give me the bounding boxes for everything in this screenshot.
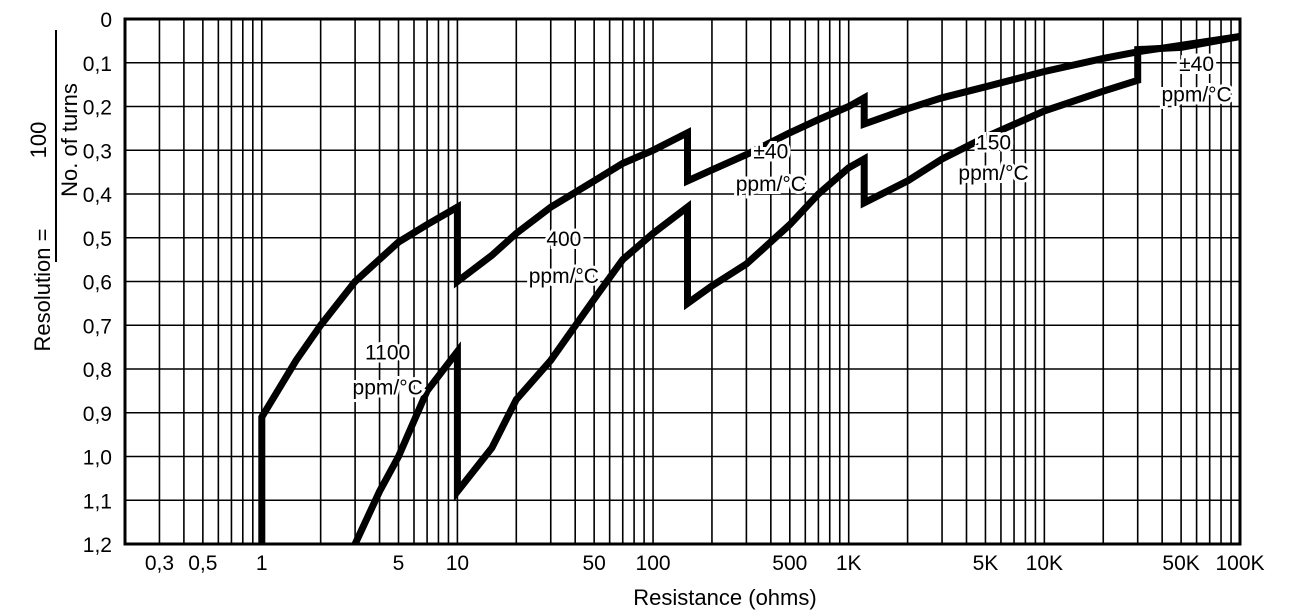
- y-tick-label: 0,9: [83, 403, 112, 426]
- annotation-label: ppm/°C: [736, 173, 806, 196]
- y-tick-label: 1,1: [83, 490, 112, 513]
- x-tick-label: 100: [636, 552, 671, 575]
- x-axis-title: Resistance (ohms): [633, 585, 816, 610]
- annotation-label: 1100: [365, 342, 410, 365]
- x-tick-label: 10K: [1026, 552, 1063, 575]
- y-tick-label: 1,2: [83, 534, 112, 557]
- y-tick-label: 0,2: [83, 97, 112, 120]
- series-line-2: [351, 33, 1241, 546]
- x-tick-label: 10: [446, 552, 469, 575]
- x-tick-label: 100K: [1215, 552, 1264, 575]
- y-axis-title-denominator: No. of turns: [57, 83, 82, 197]
- x-tick-label: 1K: [836, 552, 862, 575]
- y-tick-label: 0,8: [83, 359, 112, 382]
- annotation-label: ppm/°C: [529, 265, 599, 288]
- x-tick-label: 5: [393, 552, 405, 575]
- x-tick-label: 50K: [1162, 552, 1199, 575]
- plot-border: [123, 17, 1242, 546]
- y-tick-label: 0,5: [83, 228, 112, 251]
- chart-series: [258, 33, 1241, 546]
- y-axis-title: Resolution =: [30, 229, 55, 352]
- x-tick-label: 0,3: [145, 552, 174, 575]
- y-tick-label: 0,7: [83, 315, 112, 338]
- x-tick-label: 0,5: [188, 552, 217, 575]
- y-tick-label: 1,0: [83, 447, 112, 470]
- y-tick-labels: 0 0,1 0,2 0,3 0,4 0,5 0,6 0,7 0,8 0,9 1,0 1,1 1,2: [83, 9, 113, 557]
- annotation-1: 1100 ppm/°C: [350, 339, 426, 403]
- x-tick-label: 500: [772, 552, 807, 575]
- annotation-label: ppm/°C: [958, 162, 1028, 185]
- annotation-label: ppm/°C: [1161, 83, 1231, 106]
- plot-frame: [123, 17, 1242, 546]
- annotation-4: 150 ppm/°C: [955, 129, 1031, 189]
- y-tick-label: 0,1: [83, 53, 112, 76]
- y-axis-title-numerator: 100: [26, 122, 51, 159]
- series-line-1: [258, 33, 1241, 544]
- annotation-5: ±40 ppm/°C: [1158, 50, 1234, 110]
- y-tick-label: 0,3: [83, 140, 112, 163]
- annotation-3: ±40 ppm/°C: [733, 137, 809, 199]
- y-tick-label: 0,6: [83, 272, 112, 295]
- x-tick-label: 1: [256, 552, 268, 575]
- annotation-label: ±40: [1179, 53, 1214, 76]
- annotation-label: 400: [546, 228, 581, 251]
- annotation-label: ±40: [753, 140, 788, 163]
- annotation-label: 150: [976, 132, 1011, 155]
- x-tick-labels: 0,3 0,5 1 5 10 50 100 500 1K 5K 10K 50K 100K: [145, 552, 1265, 575]
- annotation-2: 400 ppm/°C: [526, 225, 602, 291]
- annotation-label: ppm/°C: [353, 377, 423, 400]
- chart-annotations: 1100ppm/°C400ppm/°C±40ppm/°C150ppm/°C±40…: [350, 50, 1235, 403]
- chart-grid: [124, 18, 1241, 545]
- y-tick-label: 0,4: [83, 184, 113, 207]
- x-tick-label: 5K: [973, 552, 999, 575]
- x-tick-label: 50: [582, 552, 605, 575]
- y-tick-label: 0: [100, 9, 112, 32]
